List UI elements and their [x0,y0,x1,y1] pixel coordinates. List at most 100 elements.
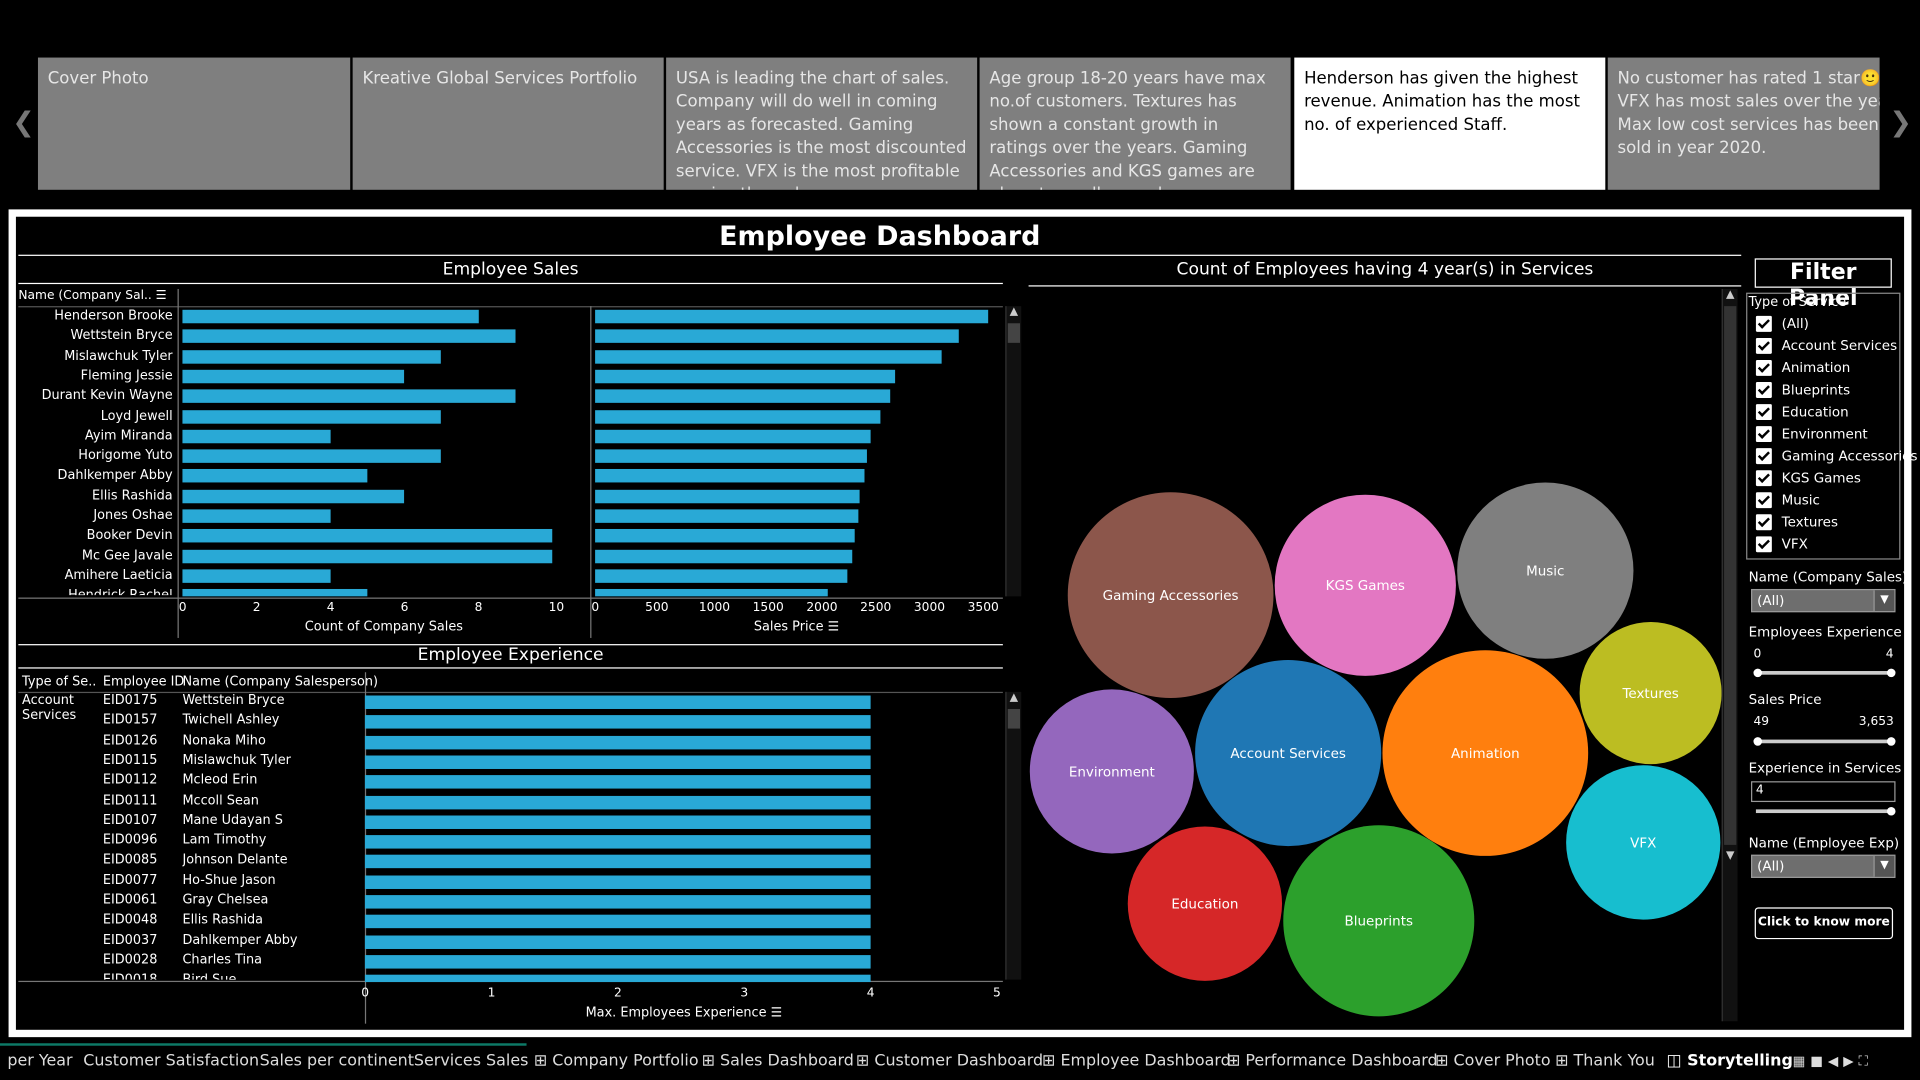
type-filter-option[interactable]: Gaming Accessories [1755,448,1917,465]
price-bar[interactable] [595,589,828,597]
filmstrip-icon[interactable]: ■ [1810,1053,1828,1069]
story-point-4[interactable]: Age group 18-20 years have max no.of cus… [979,57,1291,190]
price-bar[interactable] [595,469,865,483]
chevron-down-icon[interactable]: ▼ [1873,855,1895,877]
experience-bar[interactable] [364,895,871,909]
prev-icon[interactable]: ◀ [1827,1053,1844,1069]
chevron-right-icon[interactable]: ❯ [1889,107,1912,139]
name-column-header[interactable]: Name (Company Salesperson) [182,674,379,690]
bubble-account-services[interactable]: Account Services [1195,660,1382,847]
experience-bar[interactable] [364,974,871,983]
bubble-education[interactable]: Education [1127,826,1283,981]
checkbox-checked-icon[interactable] [1755,426,1772,443]
type-filter-option[interactable]: KGS Games [1755,470,1861,487]
bubble-animation[interactable]: Animation [1382,650,1589,856]
slider-knob[interactable] [1886,806,1896,816]
name-sales-dropdown[interactable]: (All) ▼ [1751,588,1896,613]
count-bar[interactable] [182,309,479,324]
count-bar[interactable] [182,369,405,384]
bubble-gaming-accessories[interactable]: Gaming Accessories [1067,492,1274,698]
bubble-environment[interactable]: Environment [1029,689,1194,854]
price-bar[interactable] [595,549,852,563]
experience-bar[interactable] [364,795,871,809]
tab-services-sales[interactable]: Services Sales [413,1051,529,1071]
sort-icon[interactable]: ☰ [770,1005,783,1021]
count-bar[interactable] [182,589,368,597]
type-filter-option[interactable]: Account Services [1755,337,1897,354]
bubble-vfx[interactable]: VFX [1566,765,1721,920]
tab-customer-dashboard[interactable]: ⊞ Customer Dashboard [849,1043,1051,1080]
experience-bar[interactable] [364,715,871,729]
checkbox-checked-icon[interactable] [1755,404,1772,421]
price-bar[interactable] [595,529,855,543]
count-bar[interactable] [182,349,442,364]
checkbox-checked-icon[interactable] [1755,448,1772,465]
type-filter-option[interactable]: Education [1755,404,1849,421]
id-column-header[interactable]: Employee ID [102,674,185,690]
count-bar[interactable] [182,449,442,463]
count-bar[interactable] [182,509,331,523]
tab-nav-controls[interactable]: ▦■◀▶⛶ [1785,1043,1880,1080]
experience-slider[interactable] [1753,668,1896,678]
slider-knob[interactable] [1753,737,1763,746]
name-column-header[interactable]: Name (Company Sal.. ☰ [18,289,166,302]
scrollbar[interactable]: ▲ ▼ [1721,288,1738,1022]
type-filter-option[interactable]: Environment [1755,426,1868,443]
chevron-down-icon[interactable]: ▼ [1873,590,1895,612]
price-bar[interactable] [595,309,988,324]
slider-knob[interactable] [1886,737,1896,746]
checkbox-checked-icon[interactable] [1755,360,1772,376]
experience-bar[interactable] [364,855,871,869]
price-slider[interactable] [1753,737,1896,746]
experience-bar[interactable] [364,735,871,749]
slider-knob[interactable] [1753,668,1763,678]
scrollbar[interactable]: ▲ [1005,306,1022,597]
scrollbar[interactable]: ▲ [1005,691,1022,980]
story-point-3[interactable]: USA is leading the chart of sales. Compa… [666,57,978,190]
type-filter-option[interactable]: VFX [1755,536,1808,553]
bubble-blueprints[interactable]: Blueprints [1283,825,1475,1017]
sort-icon[interactable]: ☰ [155,288,167,303]
experience-bar[interactable] [364,755,871,769]
story-point-6[interactable]: No customer has rated 1 star🙂. VFX has m… [1607,57,1880,190]
price-bar[interactable] [595,429,871,444]
experience-bar[interactable] [364,695,871,709]
price-bar[interactable] [595,349,942,364]
count-bar[interactable] [182,329,516,344]
tab-sales-dashboard[interactable]: ⊞ Sales Dashboard [694,1043,861,1080]
checkbox-checked-icon[interactable] [1755,470,1772,487]
chevron-left-icon[interactable]: ❮ [12,107,35,139]
experience-bar[interactable] [364,915,871,929]
bubble-kgs-games[interactable]: KGS Games [1274,494,1456,676]
count-bar[interactable] [182,569,331,583]
experience-bar[interactable] [364,875,871,889]
checkbox-checked-icon[interactable] [1755,382,1772,398]
click-to-know-more-button[interactable]: Click to know more [1754,907,1894,940]
experience-services-slider[interactable] [1755,806,1896,816]
experience-bar[interactable] [364,835,871,849]
experience-bar[interactable] [364,954,871,969]
checkbox-checked-icon[interactable] [1755,536,1772,553]
price-bar[interactable] [595,369,895,384]
tab-customer-satisfaction[interactable]: Customer Satisfaction [83,1051,260,1071]
type-filter-option[interactable]: Textures [1755,514,1838,531]
checkbox-checked-icon[interactable] [1755,315,1772,332]
name-exp-dropdown[interactable]: (All) ▼ [1751,854,1896,878]
experience-bar[interactable] [364,935,871,949]
bubble-music[interactable]: Music [1457,482,1634,659]
type-column-header[interactable]: Type of Se.. [22,674,97,690]
story-point-2[interactable]: Kreative Global Services Portfolio [352,57,664,190]
tab-cover-photo[interactable]: ⊞ Cover Photo [1428,1043,1558,1080]
price-bar[interactable] [595,389,891,404]
price-bar[interactable] [595,409,882,424]
price-bar[interactable] [595,329,959,344]
scroll-up-icon[interactable]: ▲ [1009,306,1019,319]
price-bar[interactable] [595,569,848,583]
count-bar[interactable] [182,469,368,483]
count-bar[interactable] [182,409,442,424]
story-point-5-active[interactable]: Henderson has given the highest revenue.… [1294,57,1606,190]
count-bar[interactable] [182,429,331,444]
tab-performance-dashboard[interactable]: ⊞ Performance Dashboard [1220,1043,1445,1080]
price-bar[interactable] [595,449,868,463]
scroll-down-icon[interactable]: ▼ [1725,849,1735,863]
